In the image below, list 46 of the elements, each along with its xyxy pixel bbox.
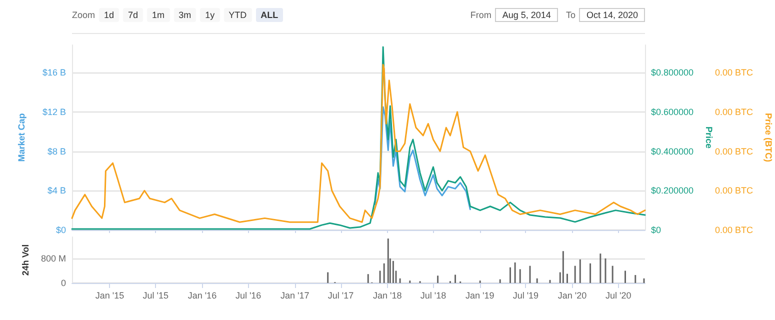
- y3-tick-label: 0.00 BTC: [715, 146, 754, 156]
- y2-tick-label: $0.800000: [651, 68, 694, 78]
- x-tick-label: Jul '18: [420, 290, 446, 300]
- y-tick-label: 0: [60, 278, 66, 288]
- y2-tick-label: $0.600000: [651, 106, 694, 117]
- text: 1m: [147, 8, 170, 22]
- x-tick-label: Jul '16: [235, 290, 262, 300]
- y3-tick-label: 0.00 BTC: [715, 68, 754, 78]
- x-tick-label: Jul '15: [142, 290, 168, 300]
- y3-tick-label: 0.00 BTC: [715, 225, 754, 235]
- y2-tick-label: $0: [651, 225, 662, 235]
- y-tick-label: 800 M: [40, 253, 66, 264]
- y2-tick-label: $0.200000: [651, 186, 694, 196]
- text: YTD: [224, 8, 252, 22]
- x-tick-label: Jan '15: [95, 290, 124, 300]
- y-axis-title: Market Cap: [16, 112, 26, 162]
- y-tick-label: $16 B: [42, 68, 66, 78]
- x-tick-label: Jan '16: [188, 290, 217, 300]
- text: Aug 5, 2014: [495, 8, 558, 22]
- y-tick-label: $4 B: [47, 186, 66, 196]
- x-tick-label: Jan '17: [280, 290, 310, 300]
- y3-tick-label: 0.00 BTC: [715, 186, 754, 196]
- text: Oct 14, 2020: [579, 8, 645, 22]
- text: From: [470, 10, 492, 20]
- x-tick-label: Jul '17: [328, 290, 354, 300]
- y-axis-title: 24h Vol: [20, 244, 31, 276]
- text: To: [566, 10, 576, 20]
- x-tick-label: Jan '18: [373, 290, 402, 300]
- y3-axis-title: Price (BTC): [763, 112, 774, 162]
- text: 1d: [99, 8, 120, 22]
- y-tick-label: $0: [56, 225, 66, 235]
- y2-axis-title: Price: [704, 126, 714, 149]
- line-series: [374, 106, 471, 210]
- text: ALL: [256, 8, 284, 22]
- text: 1y: [200, 8, 220, 22]
- x-tick-label: Jan '20: [558, 290, 587, 300]
- x-tick-label: Jan '19: [465, 290, 494, 300]
- text: 3m: [174, 8, 196, 22]
- y-tick-label: $12 B: [42, 106, 66, 117]
- text: Zoom: [72, 10, 96, 20]
- x-tick-label: Jul '19: [512, 290, 539, 300]
- y3-tick-label: 0.00 BTC: [715, 106, 754, 117]
- text: 7d: [123, 8, 144, 22]
- x-tick-label: Jul '20: [606, 290, 632, 300]
- y2-tick-label: $0.400000: [651, 146, 694, 156]
- y-tick-label: $8 B: [47, 146, 66, 156]
